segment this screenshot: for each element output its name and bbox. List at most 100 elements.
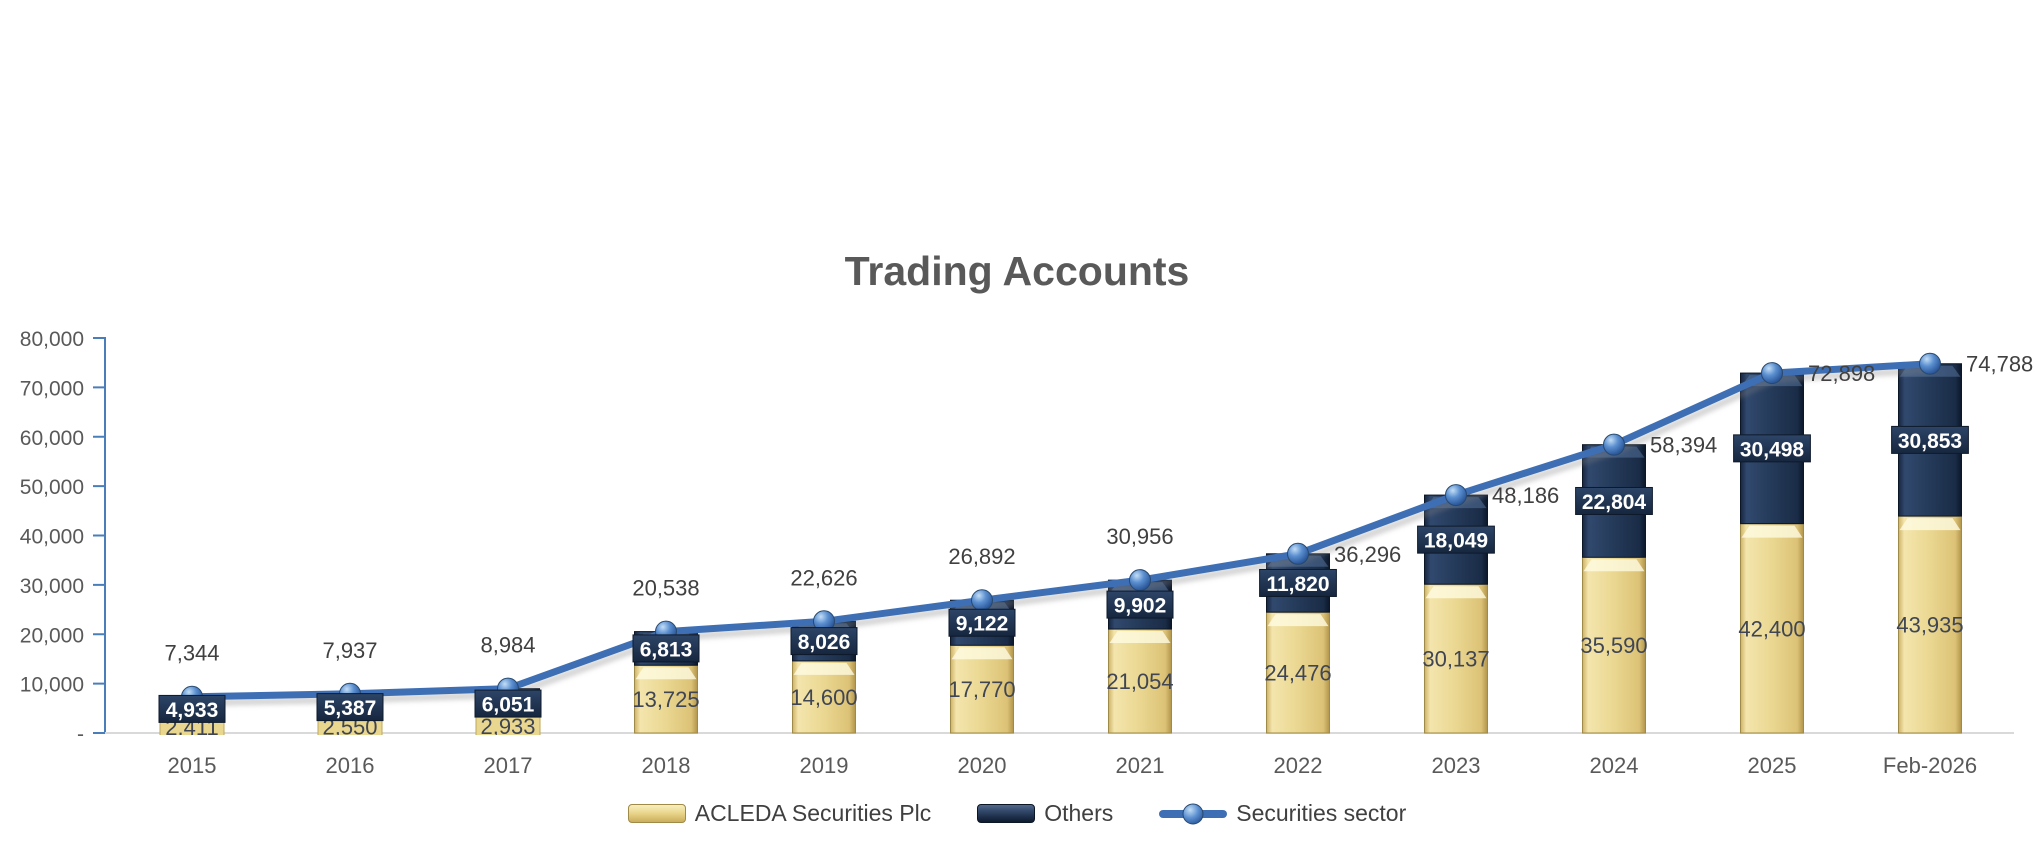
label-acleda-Feb-2026: 43,935 — [1896, 613, 1963, 638]
bar-acleda-2023 — [1424, 583, 1488, 734]
label-box-others-2015 — [158, 694, 226, 723]
label-others-Feb-2026: 30,853 — [1898, 430, 1962, 453]
bar-acleda-bevel — [1583, 559, 1645, 572]
marker-Feb-2026 — [1919, 352, 1941, 375]
bar-acleda-bevel — [951, 647, 1013, 660]
bar-acleda-bevel — [1425, 586, 1487, 599]
securities-sector-line-swatch-icon — [1159, 803, 1228, 824]
x-label-2016: 2016 — [326, 753, 375, 778]
marker-2024 — [1603, 433, 1625, 456]
label-others-2015: 4,933 — [166, 699, 219, 722]
label-securities-2023: 48,186 — [1492, 483, 1559, 508]
label-acleda-2022: 24,476 — [1264, 661, 1331, 686]
label-securities-2024: 58,394 — [1650, 433, 1717, 458]
bar-acleda-bevel — [1267, 614, 1329, 627]
x-label-2023: 2023 — [1432, 753, 1481, 778]
x-label-2017: 2017 — [484, 753, 533, 778]
chart-title: Trading Accounts — [844, 248, 1190, 294]
bar-acleda-bevel — [635, 667, 697, 680]
label-box-others-2022 — [1259, 568, 1337, 597]
label-others-2024: 22,804 — [1582, 491, 1647, 514]
label-box-others-2016 — [316, 693, 384, 722]
label-acleda-2025: 42,400 — [1738, 616, 1805, 641]
label-others-2019: 8,026 — [798, 631, 851, 654]
x-label-2022: 2022 — [1274, 753, 1323, 778]
y-tick-label: 40,000 — [20, 526, 84, 549]
legend-label-acleda: ACLEDA Securities Plc — [694, 800, 932, 826]
bar-acleda-2020 — [950, 644, 1014, 734]
label-others-2022: 11,820 — [1266, 573, 1329, 596]
bar-acleda-2024 — [1582, 556, 1646, 734]
label-box-others-2018 — [632, 634, 700, 663]
label-securities-2022: 36,296 — [1334, 542, 1401, 567]
bar-acleda-2022 — [1266, 611, 1330, 734]
label-acleda-2018: 13,725 — [632, 687, 699, 712]
label-box-others-Feb-2026 — [1891, 425, 1969, 454]
label-box-others-2021 — [1106, 590, 1174, 619]
y-tick-label: - — [77, 723, 84, 746]
legend-label-securities-sector: Securities sector — [1236, 800, 1407, 826]
y-tick-label: 10,000 — [20, 674, 84, 697]
label-others-2016: 5,387 — [324, 697, 377, 720]
chart-legend: ACLEDA Securities Plc Others Securities … — [0, 800, 2034, 827]
bar-acleda-bevel — [1741, 525, 1803, 538]
y-axis: - 10,000 20,000 30,000 40,000 50,000 60,000 70,… — [20, 328, 106, 746]
y-tick-label: 60,000 — [20, 427, 84, 450]
marker-2020 — [971, 589, 993, 612]
label-securities-2025: 72,898 — [1808, 361, 1875, 386]
line-markers — [181, 352, 1941, 708]
line-data-labels: 7,344 7,937 8,984 20,538 22,626 26,892 30,956 3… — [164, 352, 2033, 666]
label-securities-Feb-2026: 74,788 — [1966, 352, 2033, 377]
y-tick-label: 80,000 — [20, 328, 84, 351]
y-tick-label: 20,000 — [20, 624, 84, 647]
x-label-2020: 2020 — [958, 753, 1007, 778]
x-label-2024: 2024 — [1590, 753, 1639, 778]
marker-2022 — [1287, 542, 1309, 565]
others-series-swatch-icon — [977, 804, 1036, 823]
label-securities-2018: 20,538 — [632, 576, 699, 601]
y-tick-label: 70,000 — [20, 377, 84, 400]
label-box-others-2024 — [1575, 486, 1653, 515]
label-acleda-2021: 21,054 — [1106, 669, 1173, 694]
legend-label-others: Others — [1044, 800, 1114, 826]
bar-acleda-bevel — [1109, 631, 1171, 644]
marker-2021 — [1129, 569, 1151, 592]
label-others-2021: 9,902 — [1114, 595, 1167, 618]
bar-acleda-bevel — [1899, 518, 1961, 531]
label-others-2020: 9,122 — [956, 613, 1009, 636]
label-box-others-2025 — [1733, 434, 1811, 463]
legend-item-acleda: ACLEDA Securities Plc — [627, 800, 932, 827]
x-label-2018: 2018 — [642, 753, 691, 778]
bar-acleda-2021 — [1108, 628, 1172, 734]
label-acleda-2024: 35,590 — [1580, 633, 1647, 658]
label-box-others-2019 — [790, 627, 858, 656]
label-securities-2016: 7,937 — [322, 638, 377, 663]
label-others-2017: 6,051 — [482, 694, 535, 717]
bar-acleda-Feb-2026 — [1898, 515, 1962, 734]
x-label-Feb-2026: Feb-2026 — [1883, 753, 1977, 778]
label-others-2025: 30,498 — [1740, 438, 1805, 461]
legend-item-others: Others — [977, 800, 1113, 827]
label-others-2018: 6,813 — [640, 638, 693, 661]
y-tick-label: 30,000 — [20, 575, 84, 598]
label-securities-2015: 7,344 — [164, 641, 219, 666]
label-others-2023: 18,049 — [1424, 530, 1488, 553]
label-box-others-2023 — [1417, 525, 1495, 554]
label-securities-2020: 26,892 — [948, 544, 1015, 569]
x-label-2025: 2025 — [1748, 753, 1797, 778]
label-acleda-2017: 2,933 — [480, 714, 535, 739]
acleda-series-swatch-icon — [627, 804, 686, 823]
bar-acleda-2025 — [1740, 523, 1804, 734]
label-box-others-2020 — [948, 608, 1016, 637]
x-axis-labels: 2015 2016 2017 2018 2019 2020 2021 2022 2023 2024… — [168, 753, 1978, 778]
label-acleda-2019: 14,600 — [790, 685, 857, 710]
others-data-labels: 4,933 5,387 6,051 6,813 8,026 9,122 9,902 11,82… — [158, 425, 1969, 723]
securities-sector-marker-icon — [1182, 803, 1204, 824]
x-label-2019: 2019 — [800, 753, 849, 778]
label-box-others-2017 — [474, 689, 542, 718]
label-securities-2021: 30,956 — [1106, 524, 1173, 549]
x-label-2015: 2015 — [168, 753, 217, 778]
